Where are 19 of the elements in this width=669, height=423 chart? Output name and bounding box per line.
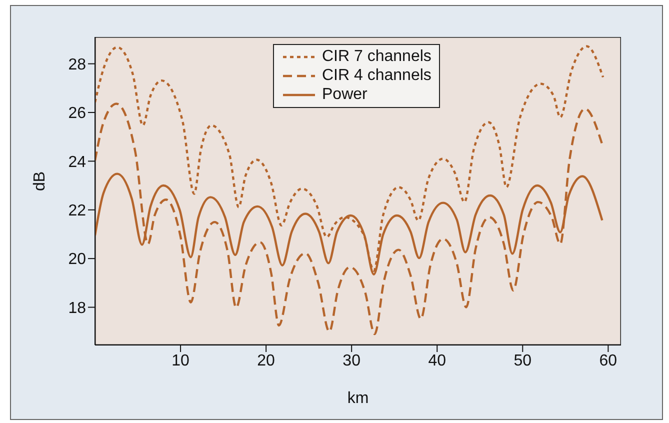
x-axis-title: km	[347, 390, 369, 407]
y-tick-label: 24	[68, 154, 86, 171]
legend-label: CIR 7 channels	[322, 47, 432, 66]
x-tick-label: 40	[428, 352, 446, 370]
x-tick-label: 20	[257, 352, 276, 370]
x-tick-label: 30	[342, 352, 361, 370]
y-axis-title: dB	[32, 171, 49, 191]
y-tick-label: 20	[68, 251, 86, 268]
legend-label: Power	[322, 85, 368, 104]
x-tick-label: 50	[514, 352, 532, 370]
x-tick-label: 60	[599, 352, 618, 370]
x-tick-label: 10	[172, 352, 190, 370]
y-tick-label: 26	[68, 105, 86, 122]
y-tick-label: 22	[68, 202, 86, 220]
legend-label: CIR 4 channels	[322, 66, 432, 85]
line-series	[95, 102, 604, 336]
y-tick-label: 28	[68, 56, 86, 74]
y-tick-label: 18	[68, 300, 86, 317]
line-series	[95, 45, 604, 272]
